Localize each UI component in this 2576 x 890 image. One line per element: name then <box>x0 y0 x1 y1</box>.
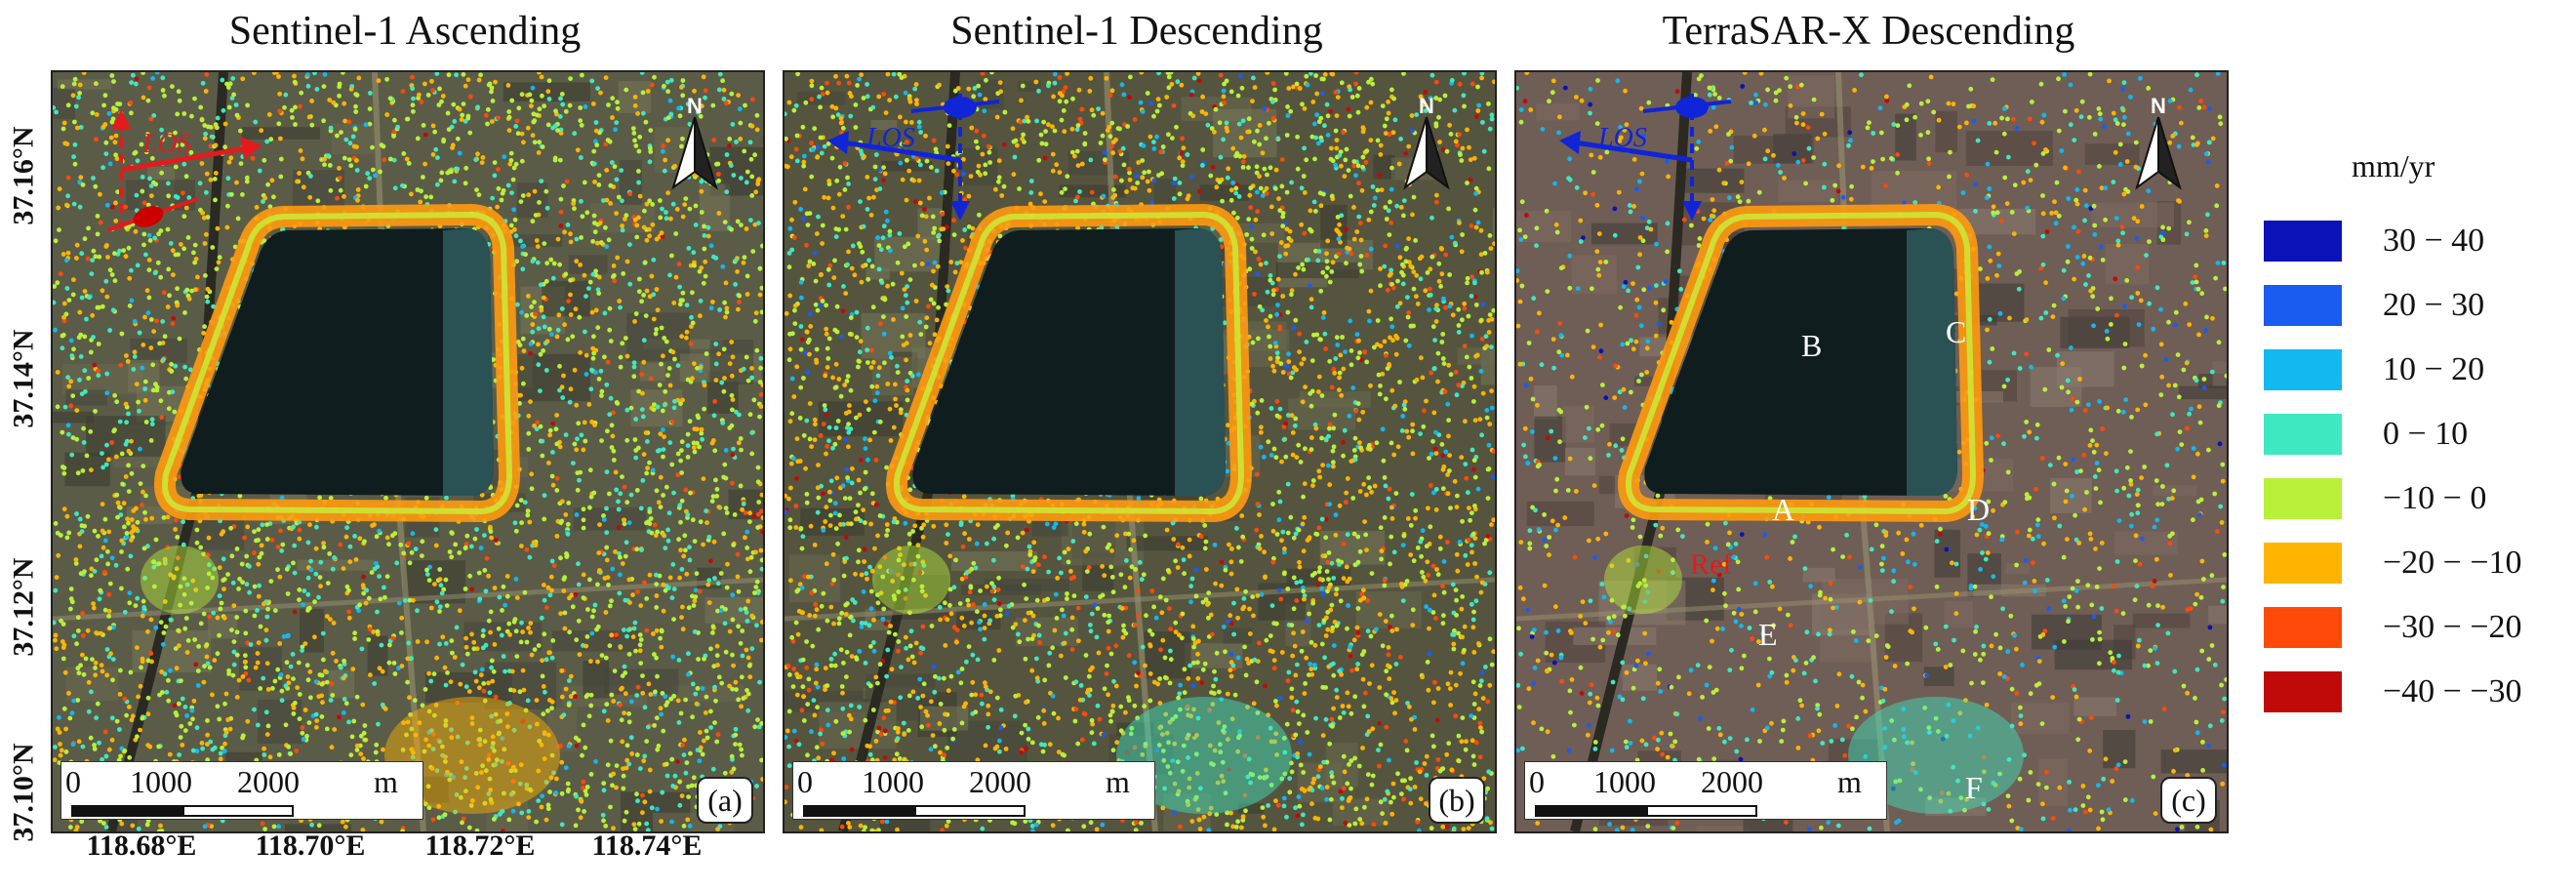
legend-unit: mm/yr <box>2352 148 2435 184</box>
legend-swatch <box>2264 478 2342 519</box>
legend-label: 10 − 20 <box>2383 351 2484 388</box>
legend-row: −20 − −10 <box>2264 539 2556 586</box>
panel-title-c: TerraSAR-X Descending <box>1512 8 2225 59</box>
legend-swatch <box>2264 543 2342 584</box>
point-label-b: B <box>1801 328 1822 364</box>
legend-label: −40 − −30 <box>2383 673 2522 710</box>
scale-bar: 0 1000 2000 m <box>60 761 423 820</box>
los-label: LOS <box>142 129 191 160</box>
lon-label-118-70: 118.70°E <box>213 829 408 863</box>
lon-label-118-74: 118.74°E <box>549 829 745 863</box>
los-arrow-icon <box>814 84 1009 230</box>
north-arrow-icon: N <box>660 94 730 191</box>
legend-row: −30 − −20 <box>2264 603 2556 650</box>
legend-label: 30 − 40 <box>2383 222 2484 260</box>
los-arrow-icon <box>1546 84 1741 230</box>
legend-swatch <box>2264 607 2342 648</box>
legend-row: 20 − 30 <box>2264 281 2556 328</box>
panel-tag: (c) <box>2160 777 2217 824</box>
los-label: LOS <box>866 123 915 154</box>
point-label-c: C <box>1946 314 1966 350</box>
point-label-a: A <box>1772 492 1794 528</box>
legend-label: −10 − 0 <box>2383 480 2486 517</box>
panel-tag: (b) <box>1429 777 1485 824</box>
legend-row: 30 − 40 <box>2264 217 2556 263</box>
lon-label-118-72: 118.72°E <box>382 829 578 863</box>
scale-bar: 0 1000 2000 m <box>1524 761 1887 820</box>
north-arrow-icon: N <box>2123 94 2194 191</box>
legend-row: 0 − 10 <box>2264 410 2556 457</box>
point-label-e: E <box>1758 617 1778 653</box>
panel-tag: (a) <box>697 777 753 824</box>
lat-label-37-14: 37.14°N <box>0 281 49 476</box>
legend-label: −20 − −10 <box>2383 545 2522 582</box>
los-label: LOS <box>1598 123 1647 154</box>
legend-swatch <box>2264 349 2342 390</box>
reference-point-label: Ref <box>1690 548 1732 582</box>
legend-label: −30 − −20 <box>2383 609 2522 646</box>
map-panel-b: LOS N 0 1000 2000 m (b) <box>783 70 1497 833</box>
point-label-f: F <box>1965 770 1983 806</box>
legend-row: −10 − 0 <box>2264 474 2556 521</box>
lat-label-37-16: 37.16°N <box>0 78 49 273</box>
legend-swatch <box>2264 414 2342 455</box>
lon-label-118-68: 118.68°E <box>44 829 239 863</box>
scale-bar: 0 1000 2000 m <box>792 761 1155 820</box>
velocity-legend: mm/yr 30 − 40 20 − 30 10 − 20 0 − 10 −10… <box>2264 137 2556 761</box>
north-arrow-icon: N <box>1391 94 1462 191</box>
panel-title-b: Sentinel-1 Descending <box>781 8 1493 59</box>
point-label-d: D <box>1967 492 1990 528</box>
lat-label-37-12: 37.12°N <box>0 509 49 705</box>
legend-row: −40 − −30 <box>2264 668 2556 714</box>
legend-row: 10 − 20 <box>2264 345 2556 392</box>
map-panel-c: LOS N A B C D E F Ref 0 1000 2000 m (c) <box>1514 70 2229 833</box>
legend-label: 20 − 30 <box>2383 287 2484 324</box>
legend-swatch <box>2264 285 2342 326</box>
los-arrow-icon <box>100 101 275 248</box>
map-panel-a: LOS N 0 1000 2000 m (a) <box>51 70 765 833</box>
legend-swatch <box>2264 221 2342 262</box>
lat-label-37-10: 37.10°N <box>0 695 49 890</box>
legend-swatch <box>2264 671 2342 712</box>
panel-title-a: Sentinel-1 Ascending <box>49 8 761 59</box>
legend-label: 0 − 10 <box>2383 416 2468 453</box>
